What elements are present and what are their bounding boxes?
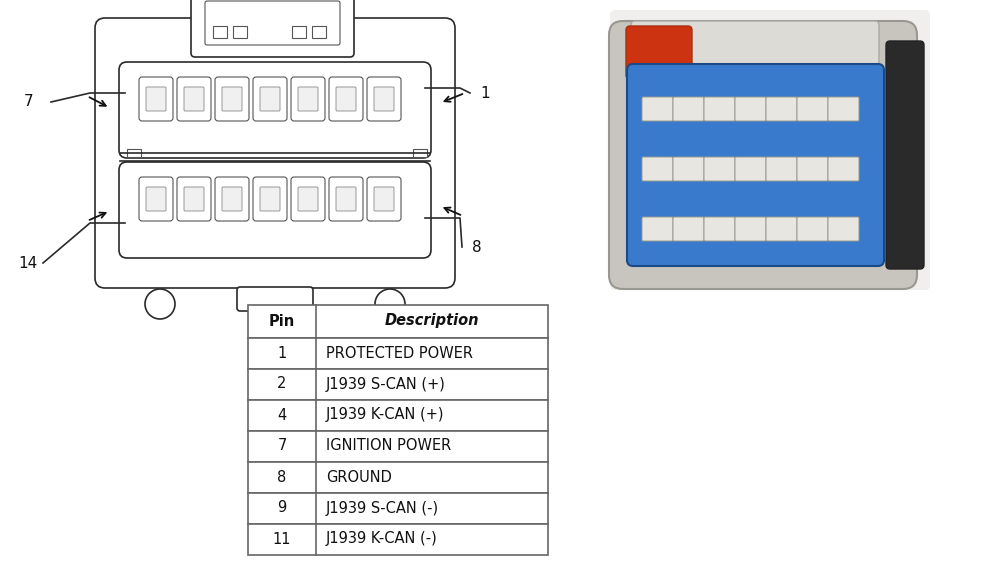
Bar: [312, 26, 326, 38]
FancyBboxPatch shape: [215, 77, 249, 121]
FancyBboxPatch shape: [642, 97, 673, 121]
FancyBboxPatch shape: [367, 177, 401, 221]
FancyBboxPatch shape: [177, 177, 211, 221]
FancyBboxPatch shape: [119, 62, 431, 158]
FancyBboxPatch shape: [797, 97, 828, 121]
FancyBboxPatch shape: [673, 217, 704, 241]
FancyBboxPatch shape: [735, 157, 766, 181]
Text: 8: 8: [472, 239, 481, 254]
FancyBboxPatch shape: [828, 157, 859, 181]
Text: 2: 2: [277, 377, 287, 391]
Text: 4: 4: [277, 408, 287, 422]
Bar: [248, 462, 548, 493]
Text: 1: 1: [277, 346, 287, 360]
Bar: [248, 524, 548, 555]
FancyBboxPatch shape: [766, 217, 797, 241]
Text: J1939 K-CAN (+): J1939 K-CAN (+): [326, 408, 445, 422]
FancyBboxPatch shape: [177, 77, 211, 121]
FancyBboxPatch shape: [673, 157, 704, 181]
FancyBboxPatch shape: [374, 87, 394, 111]
Text: 14: 14: [18, 255, 37, 270]
FancyBboxPatch shape: [673, 97, 704, 121]
FancyBboxPatch shape: [626, 26, 692, 79]
FancyBboxPatch shape: [374, 187, 394, 211]
FancyBboxPatch shape: [298, 87, 318, 111]
FancyBboxPatch shape: [139, 177, 173, 221]
Bar: [248, 338, 548, 369]
FancyBboxPatch shape: [704, 217, 735, 241]
FancyBboxPatch shape: [797, 217, 828, 241]
Bar: [213, 26, 227, 38]
FancyBboxPatch shape: [253, 177, 287, 221]
FancyBboxPatch shape: [291, 177, 325, 221]
FancyBboxPatch shape: [260, 187, 280, 211]
Text: 7: 7: [24, 95, 33, 110]
FancyBboxPatch shape: [222, 87, 242, 111]
FancyBboxPatch shape: [222, 187, 242, 211]
Text: IGNITION POWER: IGNITION POWER: [326, 439, 452, 453]
FancyBboxPatch shape: [627, 64, 884, 266]
Circle shape: [145, 289, 175, 319]
Bar: [413, 149, 427, 157]
Text: 8: 8: [277, 470, 287, 484]
FancyBboxPatch shape: [146, 187, 166, 211]
Text: 7: 7: [277, 439, 287, 453]
FancyBboxPatch shape: [886, 41, 924, 269]
FancyBboxPatch shape: [184, 87, 204, 111]
FancyBboxPatch shape: [215, 177, 249, 221]
FancyBboxPatch shape: [139, 77, 173, 121]
Bar: [248, 400, 548, 431]
FancyBboxPatch shape: [184, 187, 204, 211]
Bar: [248, 305, 548, 338]
FancyBboxPatch shape: [253, 77, 287, 121]
FancyBboxPatch shape: [146, 87, 166, 111]
Bar: [127, 149, 141, 157]
FancyBboxPatch shape: [336, 187, 356, 211]
FancyBboxPatch shape: [735, 97, 766, 121]
Text: 9: 9: [277, 501, 287, 515]
Text: 11: 11: [273, 532, 292, 546]
Text: J1939 S-CAN (+): J1939 S-CAN (+): [326, 377, 446, 391]
FancyBboxPatch shape: [237, 287, 313, 311]
FancyBboxPatch shape: [191, 0, 354, 57]
Circle shape: [375, 289, 405, 319]
Text: Pin: Pin: [269, 313, 296, 328]
FancyBboxPatch shape: [631, 21, 879, 84]
FancyBboxPatch shape: [828, 217, 859, 241]
Text: 1: 1: [480, 86, 490, 100]
FancyBboxPatch shape: [291, 77, 325, 121]
Bar: [248, 369, 548, 400]
FancyBboxPatch shape: [95, 18, 455, 288]
FancyBboxPatch shape: [704, 157, 735, 181]
Bar: [248, 493, 548, 524]
FancyBboxPatch shape: [642, 157, 673, 181]
Text: GROUND: GROUND: [326, 470, 392, 484]
FancyBboxPatch shape: [329, 77, 363, 121]
FancyBboxPatch shape: [329, 177, 363, 221]
FancyBboxPatch shape: [828, 97, 859, 121]
Bar: [248, 431, 548, 462]
FancyBboxPatch shape: [298, 187, 318, 211]
Text: PROTECTED POWER: PROTECTED POWER: [326, 346, 473, 360]
Bar: [292, 26, 306, 38]
Text: J1939 K-CAN (-): J1939 K-CAN (-): [326, 532, 438, 546]
FancyBboxPatch shape: [367, 77, 401, 121]
Bar: [233, 26, 247, 38]
FancyBboxPatch shape: [797, 157, 828, 181]
FancyBboxPatch shape: [766, 157, 797, 181]
FancyBboxPatch shape: [642, 217, 673, 241]
FancyBboxPatch shape: [119, 162, 431, 258]
FancyBboxPatch shape: [735, 217, 766, 241]
Text: Description: Description: [385, 313, 479, 328]
FancyBboxPatch shape: [205, 1, 340, 45]
FancyBboxPatch shape: [610, 10, 930, 290]
FancyBboxPatch shape: [336, 87, 356, 111]
FancyBboxPatch shape: [766, 97, 797, 121]
FancyBboxPatch shape: [704, 97, 735, 121]
Text: J1939 S-CAN (-): J1939 S-CAN (-): [326, 501, 439, 515]
FancyBboxPatch shape: [609, 21, 917, 289]
FancyBboxPatch shape: [260, 87, 280, 111]
